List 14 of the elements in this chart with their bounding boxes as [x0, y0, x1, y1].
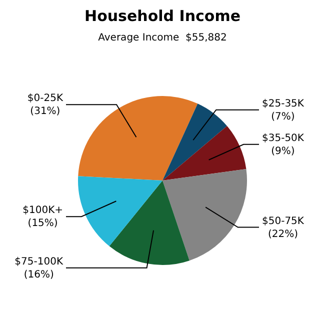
- slice-label: $50-75K: [262, 216, 304, 227]
- data-label: (9%): [271, 146, 295, 158]
- slice-label: $100K+: [22, 205, 63, 216]
- data-label: (15%): [28, 218, 58, 230]
- chart-subtitle: Average Income $55,882: [98, 32, 227, 44]
- data-label: (7%): [271, 111, 295, 122]
- slice-label: $35-50K: [262, 133, 304, 144]
- slice-label: $0-25K: [27, 93, 64, 104]
- slice-label: $25-35K: [262, 98, 304, 110]
- data-label: (31%): [30, 106, 60, 118]
- slice-label: $75-100K: [14, 256, 64, 268]
- data-label: (22%): [268, 228, 298, 240]
- chart-title: Household Income: [84, 6, 240, 25]
- data-label: (16%): [24, 269, 54, 280]
